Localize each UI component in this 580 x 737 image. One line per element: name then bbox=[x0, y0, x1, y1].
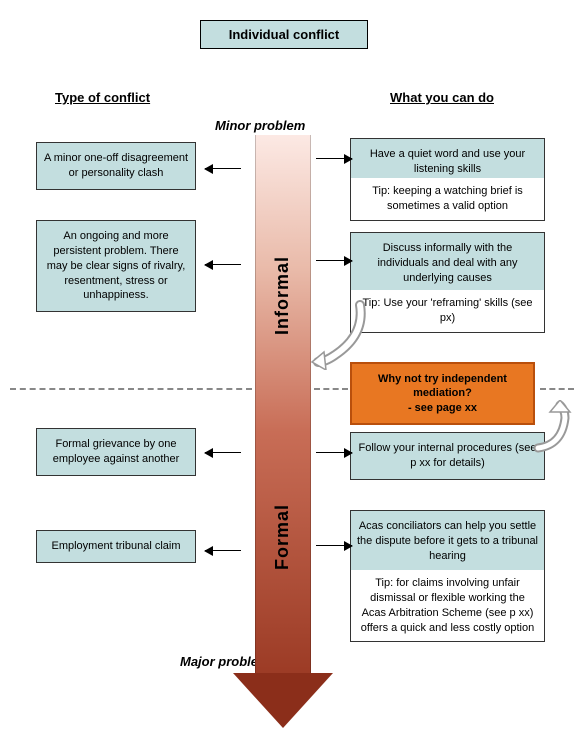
arrow-r1 bbox=[316, 158, 352, 159]
arrow-r3 bbox=[316, 452, 352, 453]
mediation-box: Why not try independent mediation? - see… bbox=[350, 362, 535, 425]
left-box-3: Formal grievance by one employee against… bbox=[36, 428, 196, 476]
zone-label-formal: Formal bbox=[272, 470, 293, 570]
arrow-l2 bbox=[205, 264, 241, 265]
divider-right bbox=[540, 388, 574, 390]
header-left: Type of conflict bbox=[55, 90, 150, 105]
arrow-l4 bbox=[205, 550, 241, 551]
right-box-3: Follow your internal procedures (see p x… bbox=[350, 432, 545, 480]
arrow-l1 bbox=[205, 168, 241, 169]
central-arrow-head bbox=[233, 673, 333, 728]
divider-left bbox=[10, 388, 252, 390]
right-box-4: Acas conciliators can help you settle th… bbox=[350, 510, 545, 573]
arrow-r2 bbox=[316, 260, 352, 261]
left-box-1: A minor one-off disagreement or personal… bbox=[36, 142, 196, 190]
label-minor: Minor problem bbox=[215, 118, 305, 133]
right-tip-2: Tip: Use your 'reframing' skills (see px… bbox=[350, 290, 545, 333]
arrow-r4 bbox=[316, 545, 352, 546]
mediation-line2: - see page xx bbox=[358, 401, 527, 415]
mediation-line1: Why not try independent mediation? bbox=[358, 372, 527, 401]
left-box-4: Employment tribunal claim bbox=[36, 530, 196, 563]
right-tip-1: Tip: keeping a watching brief is sometim… bbox=[350, 178, 545, 221]
arrow-l3 bbox=[205, 452, 241, 453]
divider-mid bbox=[314, 388, 348, 390]
header-right: What you can do bbox=[390, 90, 494, 105]
zone-label-informal: Informal bbox=[272, 215, 293, 335]
right-tip-4: Tip: for claims involving unfair dismiss… bbox=[350, 570, 545, 642]
right-box-2: Discuss informally with the individuals … bbox=[350, 232, 545, 295]
left-box-2: An ongoing and more persistent problem. … bbox=[36, 220, 196, 312]
page-title: Individual conflict bbox=[200, 20, 368, 49]
